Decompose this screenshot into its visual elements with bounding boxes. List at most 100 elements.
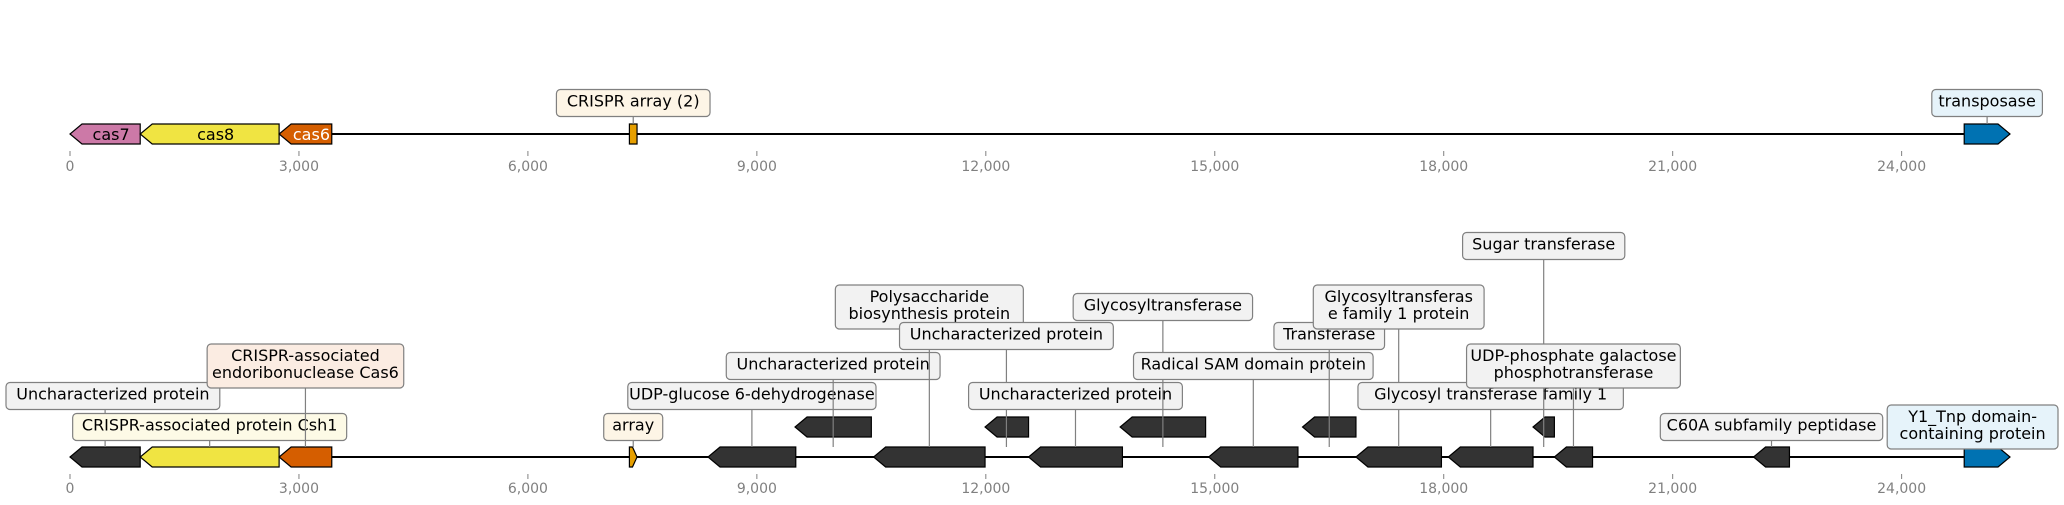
gene-radical-sam	[1207, 446, 1299, 468]
tick-label: 3,000	[279, 159, 319, 175]
callout-box	[1312, 284, 1485, 330]
callout: Radical SAM domain protein	[1132, 351, 1374, 447]
track-overview: 0 3,000 6,000 9,000 12,000 15,000 18,000 21,000…	[66, 88, 2044, 175]
callout: transposase	[1931, 88, 2044, 124]
gene-udp-glucose-dh	[707, 446, 797, 468]
callout-label: Uncharacterized protein	[979, 385, 1172, 404]
tick-label: 24,000	[1877, 159, 1926, 175]
tick-label: 0	[66, 159, 75, 175]
callout: UDP-phosphate galactosephosphotransferas…	[1465, 343, 1681, 447]
gene-glycosyl-transferase-family-1	[1447, 446, 1534, 468]
callout: Uncharacterized protein	[725, 351, 941, 447]
tick-label: 21,000	[1648, 159, 1697, 175]
gene-polysaccharide-biosynthesis	[872, 446, 986, 468]
gene-cas7	[69, 123, 141, 145]
gene-label-cas6: cas6	[293, 125, 330, 144]
callout: Glycosyl transferase family 1	[1357, 381, 1624, 447]
callout-label: endoribonuclease Cas6	[212, 363, 399, 382]
callout-label: CRISPR-associated	[231, 346, 380, 365]
tick-label: 0	[66, 481, 75, 497]
callout: CRISPR array (2)	[555, 88, 711, 124]
tick-label: 15,000	[1190, 159, 1239, 175]
callout-box	[1465, 343, 1681, 389]
gene-crispr-array	[628, 123, 638, 145]
callout-label: Uncharacterized protein	[737, 355, 930, 374]
callout: array	[603, 412, 664, 447]
callout: C60A subfamily peptidase	[1659, 412, 1884, 447]
gene-crispr-array	[628, 446, 638, 468]
callout-label: transposase	[1938, 92, 2035, 111]
callout-box	[627, 381, 877, 411]
callout: Uncharacterized protein	[5, 381, 221, 447]
callout-label: Polysaccharide	[870, 287, 989, 306]
callout-label: phosphotransferase	[1494, 363, 1654, 382]
callout-box	[206, 343, 405, 389]
gene-uncharacterized-c	[1027, 446, 1124, 468]
callout-label: CRISPR-associated protein Csh1	[82, 416, 338, 435]
callout-box	[1072, 292, 1254, 322]
callout-box	[898, 321, 1114, 351]
callout: Uncharacterized protein	[967, 381, 1183, 447]
gene-glycosyltransferase-family-1	[1355, 446, 1443, 468]
callout: Glycosyltransferase family 1 protein	[1312, 284, 1485, 447]
gene-transposase	[1963, 123, 2011, 145]
tick-label: 3,000	[279, 481, 319, 497]
tick-label: 15,000	[1190, 481, 1239, 497]
callout-label: containing protein	[1900, 424, 2046, 443]
gene-cas6	[278, 446, 333, 468]
callout: CRISPR-associated protein Csh1	[72, 412, 348, 447]
callout-box	[1132, 351, 1374, 381]
callout-label: Radical SAM domain protein	[1141, 355, 1366, 374]
callout-box	[1931, 88, 2044, 118]
callout-label: Sugar transferase	[1472, 235, 1615, 254]
callout-box	[1659, 412, 1884, 442]
callout-label: array	[612, 416, 654, 435]
tick-label: 9,000	[737, 159, 777, 175]
callout: Uncharacterized protein	[898, 321, 1114, 447]
callout: Sugar transferase	[1461, 231, 1626, 447]
callout-box	[603, 412, 664, 442]
gene-cas6	[278, 123, 333, 145]
tick-label: 9,000	[737, 481, 777, 497]
gene-udp-phosphate-galactose	[1553, 446, 1594, 468]
callout-box	[555, 88, 711, 118]
callout: UDP-glucose 6-dehydrogenase	[627, 381, 877, 447]
callout-box	[725, 351, 941, 381]
callout-label: UDP-phosphate galactose	[1470, 346, 1676, 365]
tick-label: 6,000	[508, 159, 548, 175]
callout: Glycosyltransferase	[1072, 292, 1254, 447]
tick-label: 21,000	[1648, 481, 1697, 497]
tick-label: 18,000	[1419, 159, 1468, 175]
gene-label-cas7: cas7	[93, 125, 130, 144]
callout-label: Y1_Tnp domain-	[1907, 407, 2037, 427]
callout-box	[5, 381, 221, 411]
callout-label: e family 1 protein	[1328, 304, 1470, 323]
gene-cas8	[139, 446, 280, 468]
callout-label: CRISPR array (2)	[567, 92, 700, 111]
gene-cas8	[139, 123, 280, 145]
tick-label: 12,000	[961, 481, 1010, 497]
callout-label: Glycosyltransferas	[1324, 287, 1472, 306]
callout-label: Glycosyl transferase family 1	[1374, 385, 1607, 404]
tick-label: 12,000	[961, 159, 1010, 175]
gene-y1-tnp	[1963, 446, 2011, 468]
tick-label: 18,000	[1419, 481, 1468, 497]
callout-label: C60A subfamily peptidase	[1667, 416, 1877, 435]
callout-label: biosynthesis protein	[849, 304, 1011, 323]
gene-label-cas8: cas8	[197, 125, 234, 144]
callout-box	[1886, 404, 2059, 450]
callout-box	[1461, 231, 1626, 261]
callout-label: Uncharacterized protein	[910, 325, 1103, 344]
callout-label: Uncharacterized protein	[16, 385, 209, 404]
track-detail: 0 3,000 6,000 9,000 12,000 15,000 18,000 21,000…	[5, 231, 2059, 497]
tick-label: 6,000	[508, 481, 548, 497]
gene-cas7	[69, 446, 141, 468]
tick-label: 24,000	[1877, 481, 1926, 497]
callout-label: UDP-glucose 6-dehydrogenase	[629, 385, 875, 404]
callout-box	[72, 412, 348, 442]
callout-label: Glycosyltransferase	[1084, 296, 1242, 315]
gene-c60a-peptidase	[1752, 446, 1791, 468]
